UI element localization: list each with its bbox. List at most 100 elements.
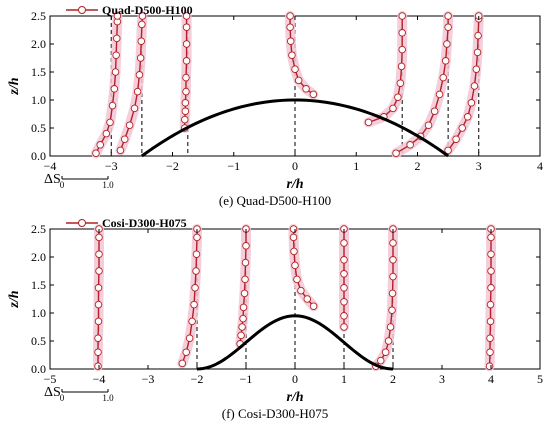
profile-marker <box>398 12 406 20</box>
profile-marker <box>138 20 146 29</box>
profile-marker <box>388 306 396 314</box>
legend-marker <box>78 219 86 227</box>
x-axis-label: r/h <box>286 390 303 405</box>
profile-series-group <box>443 11 484 156</box>
uncertainty-band <box>363 11 408 128</box>
profile-marker <box>472 65 481 73</box>
profile-marker <box>181 107 190 115</box>
profile-marker <box>439 73 447 82</box>
panel-caption: (f) Cosi-D300-H075 <box>222 406 329 421</box>
profile-marker <box>95 233 103 242</box>
hill-profile <box>196 314 394 371</box>
profile-marker <box>94 348 102 356</box>
profile-marker <box>289 225 298 233</box>
y-tick-label: 1.0 <box>31 93 46 107</box>
x-tick-label: −3 <box>142 372 155 386</box>
y-axis-label: z/h <box>7 77 22 95</box>
profile-marker <box>424 121 433 129</box>
profile-marker <box>102 129 111 138</box>
y-tick-label: 0.0 <box>31 362 46 376</box>
profile-marker <box>394 93 402 101</box>
profile-series-group <box>93 224 104 372</box>
profile-marker <box>180 115 189 124</box>
x-tick-label: 4 <box>537 159 543 173</box>
profile-marker <box>136 54 145 62</box>
legend: Cosi-D300-H075 <box>66 216 187 230</box>
x-tick-label: −1 <box>240 372 253 386</box>
scale-bar-label: ΔS <box>44 172 61 187</box>
profile-marker <box>302 85 310 93</box>
y-tick-label: 0.5 <box>31 121 46 135</box>
scale-bar-min: 0 <box>60 393 65 403</box>
profile-marker <box>286 37 295 45</box>
x-tick-label: 3 <box>476 159 482 173</box>
profile-series-group <box>370 224 398 372</box>
profile-series-group <box>179 11 192 133</box>
profile-marker <box>286 23 294 31</box>
profile-line <box>239 229 247 344</box>
profile-marker <box>398 45 406 54</box>
scale-bar-max: 1.0 <box>102 393 114 403</box>
profile-marker <box>113 34 121 43</box>
profile-marker <box>470 82 479 90</box>
profile-series-group <box>391 11 454 159</box>
y-tick-label: 2.5 <box>31 9 46 23</box>
x-tick-label: 5 <box>537 372 543 386</box>
profile-marker <box>340 239 348 247</box>
profile-line <box>488 229 492 367</box>
profile-marker <box>238 323 246 331</box>
profile-marker <box>486 317 495 326</box>
profile-marker <box>389 256 397 264</box>
uncertainty-band <box>370 224 398 372</box>
profile-marker <box>242 242 250 250</box>
profile-marker <box>125 121 134 129</box>
profile-marker <box>487 233 495 242</box>
profile-marker <box>297 286 305 295</box>
profile-marker <box>474 31 482 40</box>
scale-bar-label: ΔS <box>44 385 61 400</box>
profile-marker <box>377 356 385 365</box>
profile-marker <box>138 12 147 20</box>
x-ticks: −5 −4 −3 −2 −1 0 1 2 3 4 5 <box>44 229 543 386</box>
profile-marker <box>309 302 318 311</box>
profile-marker <box>487 267 495 275</box>
profile-series-group <box>90 11 123 159</box>
profile-marker <box>406 141 414 149</box>
x-tick-label: 2 <box>390 372 396 386</box>
profile-marker <box>94 362 102 370</box>
profile-marker <box>392 149 400 157</box>
profile-marker <box>388 289 397 298</box>
profile-marker <box>110 85 119 93</box>
profile-marker <box>303 295 312 303</box>
x-tick-label: 2 <box>415 159 421 173</box>
profile-marker <box>133 87 142 96</box>
profile-marker <box>486 334 494 342</box>
x-tick-label: −2 <box>191 372 204 386</box>
x-ticks: −4 −3 −2 −1 0 1 2 3 4 <box>44 16 543 173</box>
profile-marker <box>430 107 439 115</box>
profile-marker <box>182 57 191 65</box>
profile-marker <box>181 99 190 107</box>
x-tick-label: −5 <box>44 372 57 386</box>
panel-f: −5 −4 −3 −2 −1 0 1 2 3 4 5 0.0 0.5 1.0 1.5 2.0 2.5 Cosi… <box>7 216 543 421</box>
profile-series-group <box>288 224 319 312</box>
profile-marker <box>340 256 348 264</box>
legend-marker <box>78 6 86 14</box>
x-tick-label: −4 <box>44 159 57 173</box>
profile-marker <box>191 284 199 292</box>
profile-marker <box>94 334 102 342</box>
profile-marker <box>116 146 125 155</box>
profile-marker <box>193 233 201 242</box>
profile-marker <box>286 12 294 20</box>
profile-marker <box>95 267 103 275</box>
profile-marker <box>463 113 472 121</box>
profile-marker <box>381 348 390 356</box>
profile-marker <box>486 348 494 356</box>
profile-marker <box>188 317 196 326</box>
profile-marker <box>364 118 373 127</box>
profile-marker <box>473 48 482 57</box>
hill-profile <box>140 98 450 158</box>
profile-marker <box>237 331 245 340</box>
profile-marker <box>340 298 348 306</box>
profile-series-group <box>235 224 251 349</box>
